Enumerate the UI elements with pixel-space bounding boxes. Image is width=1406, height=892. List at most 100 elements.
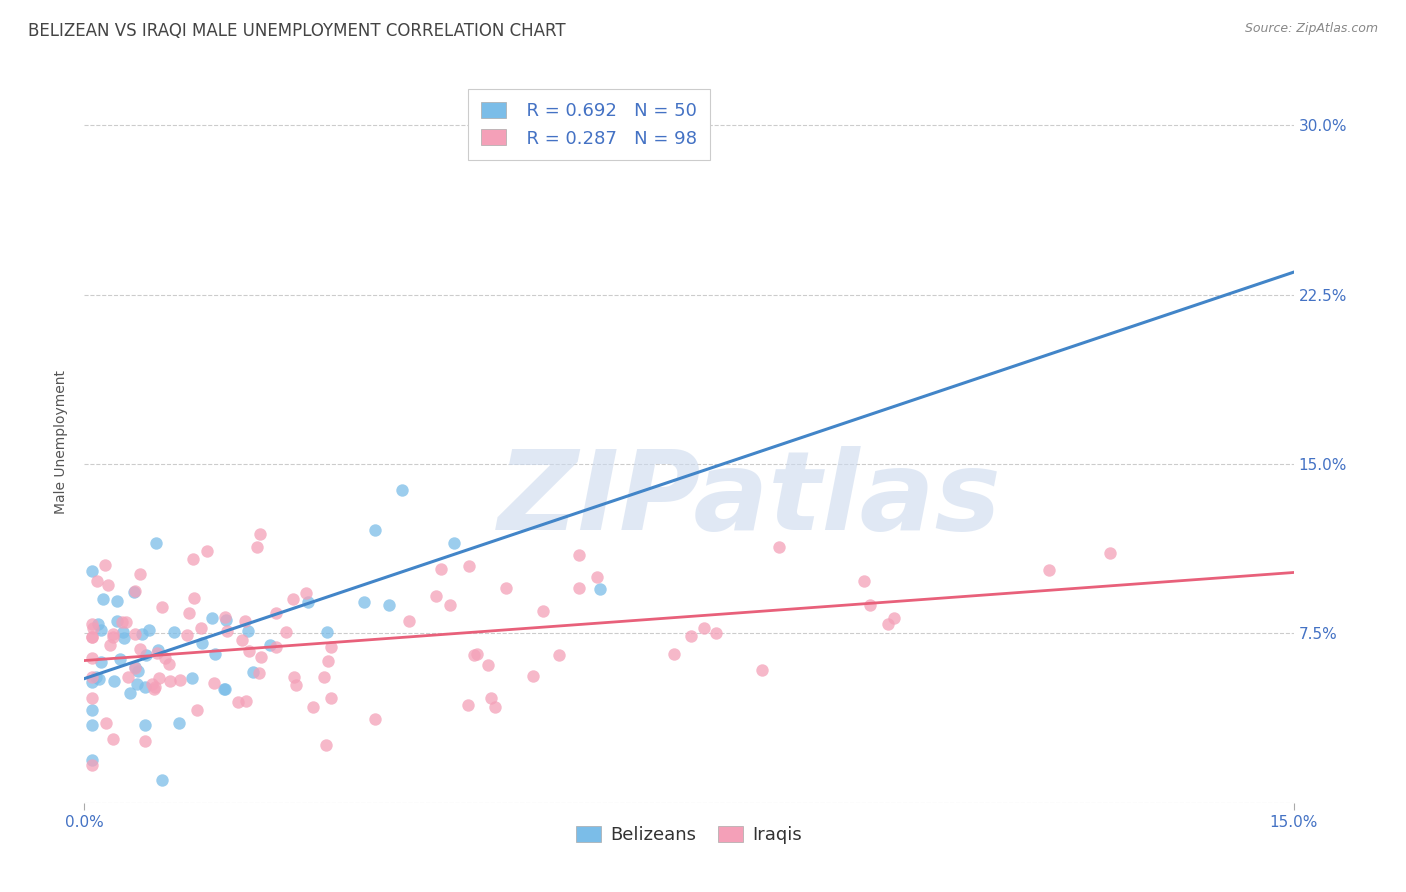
Point [249, 527, 271, 541]
Point [214, 609, 236, 624]
Legend: Belizeans, Iraqis: Belizeans, Iraqis [568, 819, 810, 852]
Point [148, 671, 170, 685]
Point [87, 672, 110, 686]
Point [250, 649, 273, 664]
Point [82, 651, 104, 665]
Point [146, 646, 169, 660]
Text: Source: ZipAtlas.com: Source: ZipAtlas.com [1244, 22, 1378, 36]
Point [465, 647, 488, 661]
Point [82, 702, 104, 716]
Point [398, 614, 420, 628]
Point [522, 669, 544, 683]
Point [98, 638, 121, 652]
Text: ZIPatlas: ZIPatlas [498, 446, 1001, 553]
Point [353, 594, 375, 608]
Point [124, 583, 146, 598]
Point [235, 694, 257, 708]
Point [679, 629, 702, 643]
Point [858, 598, 880, 612]
Point [876, 616, 898, 631]
Point [157, 657, 180, 671]
Point [93, 558, 115, 572]
Point [548, 648, 571, 662]
Point [124, 627, 146, 641]
Point [82, 564, 104, 578]
Point [318, 654, 340, 668]
Point [138, 624, 160, 638]
Point [124, 661, 146, 675]
Point [155, 651, 177, 665]
Point [82, 674, 104, 689]
Point [82, 631, 104, 645]
Point [179, 607, 201, 621]
Point [276, 625, 298, 640]
Point [457, 698, 479, 712]
Point [124, 660, 146, 674]
Point [302, 700, 325, 714]
Point [96, 716, 118, 731]
Point [159, 674, 181, 689]
Point [233, 615, 256, 629]
Point [112, 631, 135, 645]
Point [201, 611, 224, 625]
Point [297, 595, 319, 609]
Point [176, 628, 198, 642]
Point [107, 614, 129, 628]
Point [86, 574, 108, 588]
Point [190, 622, 212, 636]
Point [316, 625, 339, 640]
Point [111, 625, 134, 640]
Point [1038, 563, 1060, 577]
Point [111, 615, 134, 630]
Point [87, 617, 110, 632]
Point [82, 621, 104, 635]
Point [134, 680, 156, 694]
Point [226, 695, 249, 709]
Point [568, 548, 591, 562]
Point [281, 592, 304, 607]
Point [1099, 546, 1122, 560]
Point [463, 648, 485, 663]
Point [495, 581, 517, 595]
Point [135, 648, 157, 663]
Point [82, 691, 104, 706]
Point [101, 731, 124, 746]
Text: BELIZEAN VS IRAQI MALE UNEMPLOYMENT CORRELATION CHART: BELIZEAN VS IRAQI MALE UNEMPLOYMENT CORR… [28, 22, 565, 40]
Point [586, 570, 609, 584]
Point [129, 567, 152, 582]
Point [319, 640, 342, 654]
Point [128, 641, 150, 656]
Point [264, 640, 287, 655]
Point [146, 643, 169, 657]
Point [321, 691, 343, 706]
Point [101, 626, 124, 640]
Point [103, 674, 125, 689]
Point [122, 585, 145, 599]
Point [163, 625, 186, 640]
Point [364, 712, 387, 726]
Point [283, 670, 305, 684]
Point [285, 678, 308, 692]
Point [214, 681, 236, 696]
Point [443, 536, 465, 550]
Point [145, 536, 167, 550]
Point [110, 651, 132, 665]
Point [115, 615, 138, 630]
Point [364, 523, 387, 537]
Point [883, 611, 905, 625]
Point [246, 540, 269, 554]
Point [264, 606, 287, 620]
Point [181, 671, 204, 685]
Point [125, 677, 148, 691]
Point [458, 559, 481, 574]
Point [167, 715, 190, 730]
Point [82, 670, 104, 684]
Point [484, 700, 506, 714]
Point [439, 599, 461, 613]
Point [238, 644, 260, 658]
Point [90, 656, 112, 670]
Point [238, 624, 260, 638]
Point [131, 626, 153, 640]
Point [141, 677, 163, 691]
Point [315, 738, 337, 752]
